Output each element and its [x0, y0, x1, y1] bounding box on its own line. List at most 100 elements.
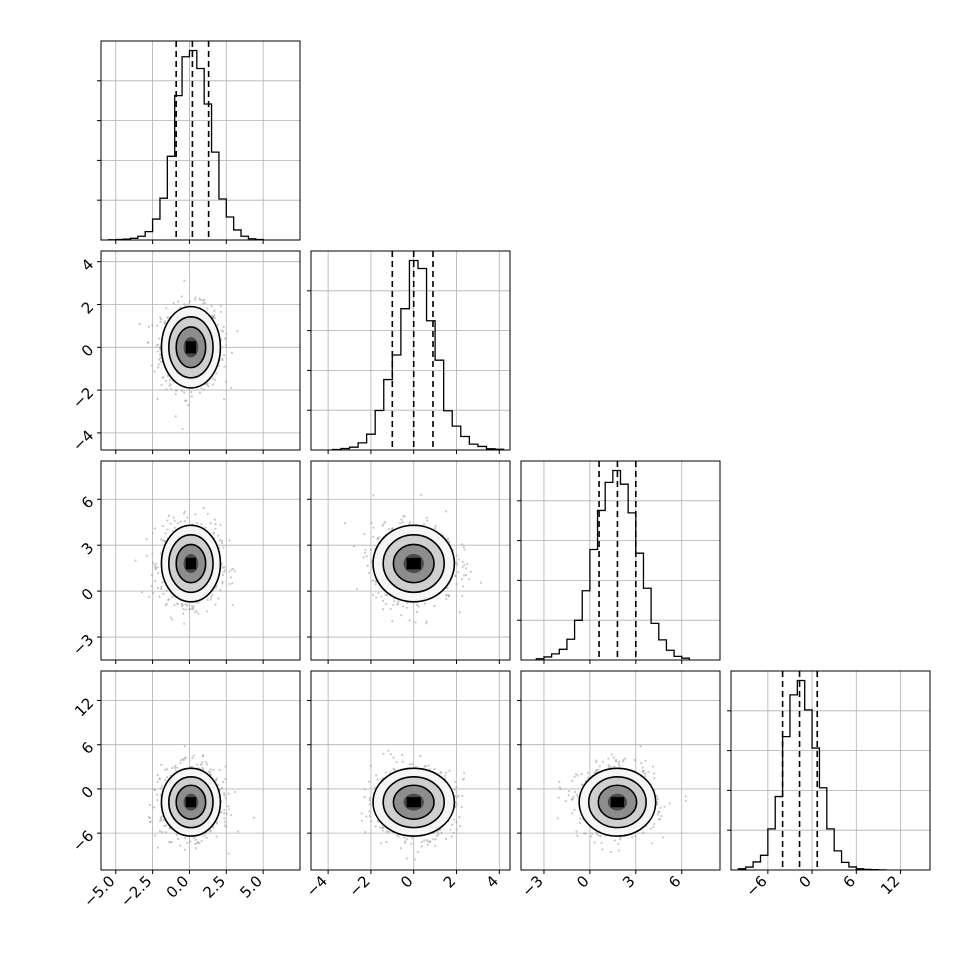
- scatter-point: [576, 774, 579, 777]
- scatter-point: [159, 360, 163, 363]
- scatter-point: [434, 527, 437, 530]
- scatter-point: [154, 834, 157, 837]
- panel-frame: [100, 250, 301, 451]
- scatter-point: [174, 769, 178, 772]
- scatter-point: [454, 561, 458, 564]
- scatter-point: [364, 831, 367, 834]
- scatter-point: [221, 566, 224, 569]
- scatter-point: [458, 611, 461, 614]
- scatter-point: [160, 784, 164, 787]
- scatter-point: [186, 516, 189, 519]
- scatter-point: [415, 610, 419, 614]
- scatter-point: [463, 771, 466, 774]
- scatter-point: [186, 604, 189, 607]
- scatter-point: [557, 796, 560, 799]
- x-tick-label: −2: [345, 872, 373, 900]
- scatter-point: [203, 298, 206, 302]
- scatter-point: [609, 850, 613, 854]
- scatter-point: [169, 383, 172, 386]
- scatter-point: [653, 822, 656, 826]
- scatter-point: [444, 510, 448, 513]
- scatter-point: [189, 608, 192, 611]
- scatter-point: [214, 523, 217, 526]
- scatter-point: [389, 753, 392, 756]
- scatter-point: [223, 820, 226, 823]
- scatter-point: [213, 314, 216, 317]
- scatter-point: [140, 591, 144, 594]
- scatter-point: [153, 563, 156, 567]
- scatter-point: [644, 772, 647, 775]
- scatter-point: [455, 583, 458, 586]
- scatter-point: [196, 841, 199, 845]
- scatter-point: [169, 522, 172, 525]
- scatter-point: [229, 386, 233, 389]
- scatter-point: [436, 830, 439, 834]
- scatter-point: [184, 608, 187, 611]
- scatter-point: [228, 570, 231, 573]
- scatter-point: [610, 753, 614, 756]
- scatter-point: [159, 787, 162, 790]
- scatter-point: [599, 835, 602, 838]
- scatter-point: [622, 760, 625, 763]
- scatter-point: [221, 330, 225, 333]
- scatter-point: [368, 815, 371, 818]
- scatter-point: [434, 525, 437, 528]
- scatter-point: [382, 522, 386, 525]
- scatter-point: [558, 786, 561, 789]
- scatter-point: [219, 589, 222, 592]
- scatter-point: [150, 574, 154, 577]
- scatter-point: [370, 820, 373, 823]
- scatter-point: [165, 388, 168, 391]
- y-tick-label: −6: [69, 827, 97, 855]
- scatter-point: [219, 523, 222, 527]
- scatter-point: [176, 602, 179, 605]
- scatter-point: [204, 526, 207, 529]
- scatter-point: [198, 391, 201, 394]
- scatter-point: [556, 817, 559, 820]
- scatter-point: [607, 757, 610, 760]
- scatter-point: [571, 779, 574, 782]
- scatter-point: [426, 840, 430, 843]
- scatter-point: [217, 783, 220, 786]
- scatter-point: [368, 796, 371, 800]
- scatter-point: [158, 347, 162, 351]
- scatter-point: [631, 836, 634, 839]
- scatter-point: [220, 539, 224, 542]
- scatter-point: [168, 384, 171, 387]
- scatter-point: [362, 556, 365, 559]
- scatter-point: [405, 606, 408, 609]
- scatter-point: [170, 387, 173, 391]
- scatter-point: [398, 521, 402, 525]
- scatter-point: [460, 805, 463, 809]
- panel-content: [138, 279, 239, 431]
- scatter-point: [161, 581, 164, 584]
- scatter-point: [225, 332, 228, 335]
- scatter-point: [211, 383, 214, 386]
- scatter-point: [410, 842, 413, 845]
- scatter-point: [164, 320, 167, 323]
- scatter-point: [164, 379, 168, 383]
- scatter-point: [448, 769, 451, 772]
- scatter-point: [401, 753, 404, 756]
- scatter-point: [148, 595, 151, 599]
- scatter-point: [222, 812, 226, 815]
- scatter-point: [454, 574, 457, 577]
- scatter-point: [184, 603, 187, 606]
- scatter-point: [399, 847, 403, 850]
- scatter-point: [182, 607, 185, 611]
- scatter-point: [369, 764, 372, 767]
- scatter-point: [396, 834, 399, 837]
- scatter-point: [189, 840, 192, 843]
- scatter-point: [203, 388, 206, 391]
- scatter-point: [227, 805, 230, 808]
- scatter-point: [165, 589, 168, 592]
- x-tick-label: 0: [573, 872, 592, 891]
- scatter-point: [423, 523, 426, 526]
- scatter-point: [392, 756, 395, 759]
- scatter-point: [375, 774, 378, 777]
- scatter-point: [161, 831, 164, 834]
- scatter-point: [607, 764, 610, 767]
- scatter-point: [223, 365, 226, 368]
- scatter-point: [387, 830, 390, 834]
- scatter-point: [573, 808, 576, 811]
